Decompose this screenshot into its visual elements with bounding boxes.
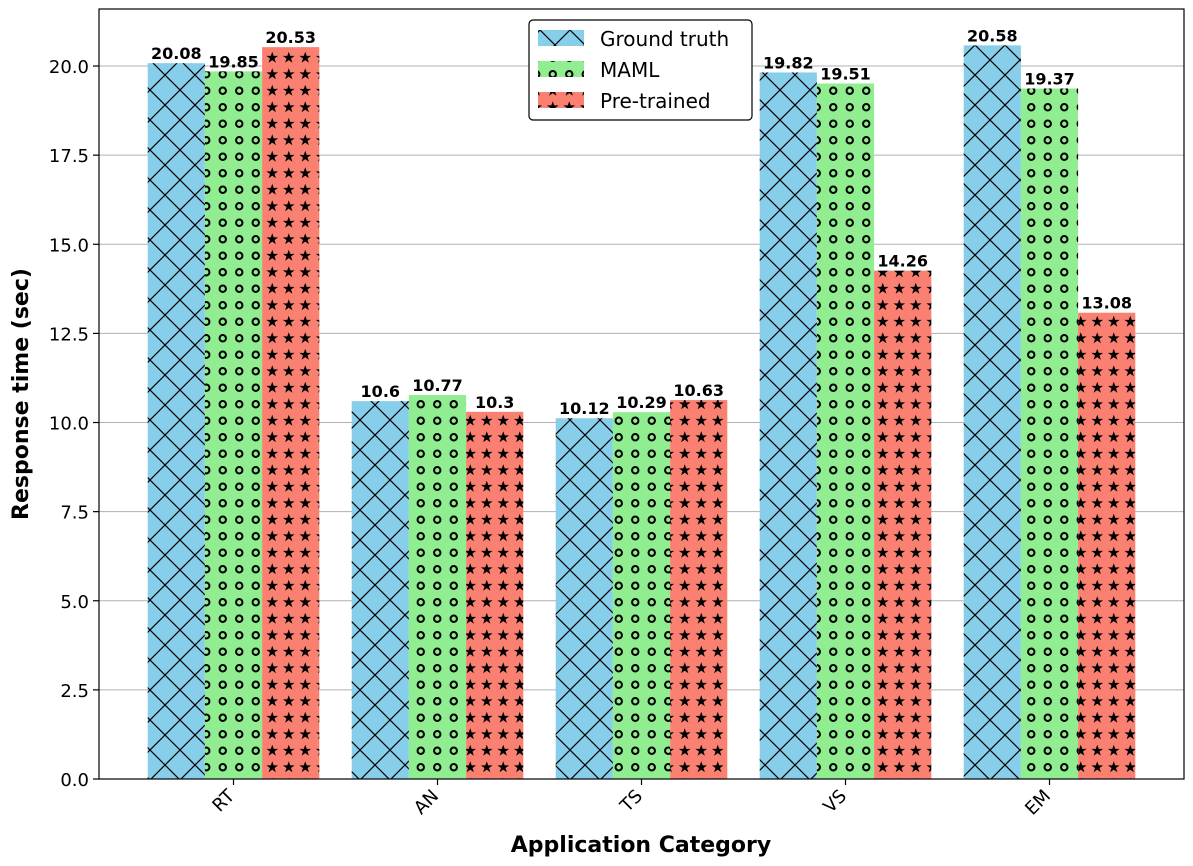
y-tick-label: 17.5	[49, 146, 89, 167]
y-tick-label: 2.5	[60, 681, 89, 702]
legend-swatch-ground-truth	[538, 30, 584, 46]
bar-maml-rt	[204, 71, 263, 779]
x-tick-label-vs: VS	[819, 786, 851, 818]
y-tick-label: 10.0	[49, 414, 89, 435]
y-tick-label: 7.5	[60, 503, 89, 524]
bar-pre-trained-rt	[262, 47, 320, 780]
legend-swatch-maml	[538, 61, 584, 77]
x-axis-title: Application Category	[511, 833, 771, 858]
data-label-ground-truth-ts: 10.12	[559, 399, 610, 418]
x-tick-label-em: EM	[1021, 786, 1055, 820]
x-tick-label-ts: TS	[616, 786, 647, 817]
bar-maml-an	[408, 395, 467, 779]
data-label-maml-an: 10.77	[412, 376, 463, 395]
bar-maml-em	[1020, 88, 1079, 780]
bar-ground-truth-vs	[759, 72, 817, 779]
data-label-maml-ts: 10.29	[616, 393, 667, 412]
y-tick-label: 12.5	[49, 324, 89, 345]
y-tick-label: 0.0	[60, 770, 89, 791]
y-tick-label: 5.0	[60, 592, 89, 613]
data-label-pre-trained-rt: 20.53	[265, 28, 316, 47]
bar-pre-trained-an	[466, 411, 524, 779]
bar-maml-vs	[816, 83, 875, 779]
data-label-ground-truth-rt: 20.08	[151, 44, 202, 63]
bar-ground-truth-an	[351, 401, 409, 779]
bar-pre-trained-em	[1078, 312, 1136, 779]
y-axis-title: Response time (sec)	[9, 268, 34, 520]
data-label-pre-trained-em: 13.08	[1081, 294, 1132, 313]
legend: Ground truth MAML Pre-trained	[528, 19, 753, 121]
data-label-pre-trained-vs: 14.26	[877, 252, 928, 271]
data-label-pre-trained-an: 10.3	[475, 393, 514, 412]
y-tick-label: 15.0	[49, 235, 89, 256]
legend-frame	[528, 19, 753, 121]
legend-label-pre-trained: Pre-trained	[600, 89, 711, 113]
data-label-maml-em: 19.37	[1024, 69, 1075, 88]
data-label-pre-trained-ts: 10.63	[673, 381, 724, 400]
legend-label-ground-truth: Ground truth	[600, 27, 729, 51]
data-labels: 20.08 10.6 10.12 19.82 20.58 19.85 10.77 10.29 1…	[151, 26, 1132, 418]
bar-pre-trained-vs	[874, 270, 932, 779]
data-label-maml-rt: 19.85	[208, 52, 259, 71]
x-tick-label-an: AN	[410, 786, 443, 819]
data-label-ground-truth-em: 20.58	[967, 26, 1018, 45]
x-tick-label-rt: RT	[208, 785, 239, 816]
bars	[147, 45, 1136, 780]
bar-ground-truth-ts	[555, 418, 613, 779]
legend-swatch-pre-trained	[538, 92, 584, 108]
bar-maml-ts	[612, 412, 671, 779]
data-label-ground-truth-an: 10.6	[361, 382, 400, 401]
bar-ground-truth-em	[963, 45, 1021, 780]
legend-label-maml: MAML	[600, 58, 660, 82]
data-label-ground-truth-vs: 19.82	[763, 53, 814, 72]
bar-ground-truth-rt	[147, 63, 205, 780]
y-tick-label: 20.0	[49, 57, 89, 78]
bar-pre-trained-ts	[670, 400, 728, 779]
data-label-maml-vs: 19.51	[820, 65, 871, 84]
